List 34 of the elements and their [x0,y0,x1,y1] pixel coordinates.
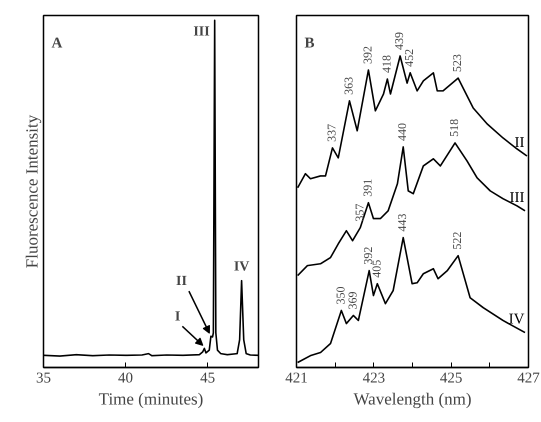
annotation: 522 [450,232,464,250]
annotation: 337 [324,124,338,142]
annotation: 391 [360,178,374,197]
annotation: 452 [402,48,416,67]
annotation: II [176,274,187,290]
annotation: 443 [395,214,410,232]
series-label: IV [508,312,525,328]
x-axis-title: Wavelength (nm) [353,390,472,408]
annotation: I [174,309,180,324]
annotation: III [193,24,210,40]
annotation: 440 [395,122,410,141]
annotation: 350 [333,286,348,304]
annotation: 518 [447,118,462,137]
series-label: III [510,190,525,206]
x-tick-label: 423 [362,370,386,386]
annotation: 357 [352,204,366,222]
annotation: 392 [360,46,374,64]
x-tick-label: 45 [200,370,216,386]
annotation: 363 [341,76,356,95]
x-tick-label: 35 [36,370,51,386]
annotation: IV [234,260,250,275]
text: B [304,36,315,52]
x-tick-label: 40 [118,370,134,386]
annotation: 418 [379,55,394,74]
series-label: II [514,134,525,151]
annotation: 369 [345,291,360,310]
annotation: A [52,36,62,52]
x-tick-label: 425 [440,370,462,386]
annotation: 523 [450,54,464,72]
x-axis-title: Time (minutes) [98,390,204,408]
x-tick-label: 421 [285,370,308,386]
x-tick-label: 427 [517,370,540,386]
y-axis-title: Fluorescence Intensity [22,114,42,268]
annotation: 439 [392,32,406,50]
